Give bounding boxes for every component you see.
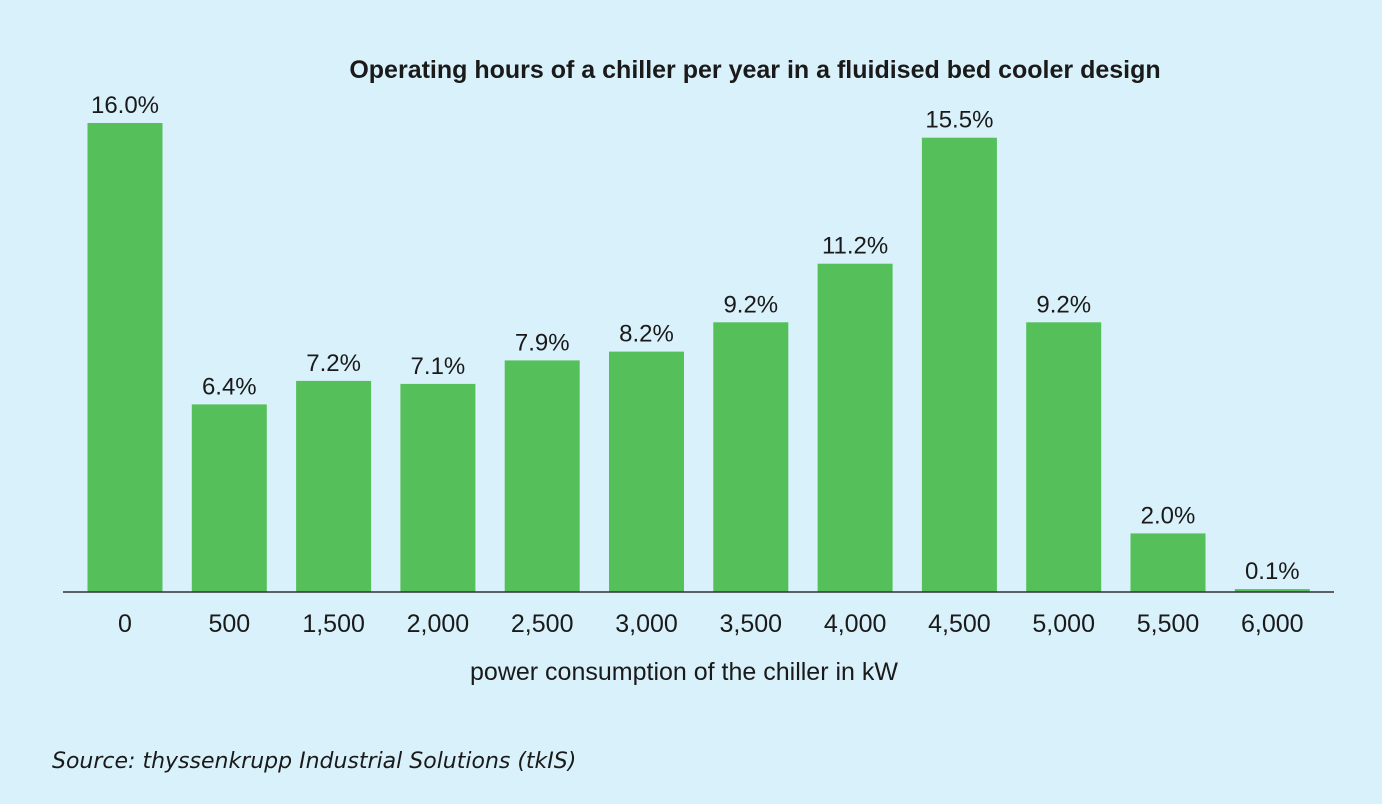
- x-tick-label-2,500: 2,500: [511, 610, 574, 638]
- x-tick-label-2,000: 2,000: [407, 610, 470, 638]
- x-axis-title: power consumption of the chiller in kW: [470, 658, 898, 686]
- bar-5,500: [1130, 533, 1206, 592]
- bar-5,000: [1026, 322, 1102, 592]
- bar-500: [191, 404, 267, 592]
- x-tick-label-1,500: 1,500: [302, 610, 365, 638]
- data-label-4,500: 15.5%: [925, 107, 993, 134]
- value-labels-group: 16.0% 6.4% 7.2% 7.1% 7.9% 8.2% 9.2% 11.2% 15.5% 9…: [91, 92, 1300, 585]
- x-tick-label-500: 500: [208, 610, 250, 638]
- data-label-5,000: 9.2%: [1036, 291, 1091, 318]
- bar-4,500: [921, 137, 997, 592]
- data-label-6,000: 0.1%: [1245, 558, 1300, 585]
- bar-2,500: [504, 360, 580, 592]
- bar-3,000: [609, 351, 684, 592]
- data-label-2,500: 7.9%: [515, 329, 570, 356]
- chart-title: Operating hours of a chiller per year in…: [349, 56, 1160, 84]
- x-tick-label-6,000: 6,000: [1241, 610, 1304, 638]
- x-tick-label-3,000: 3,000: [615, 610, 678, 638]
- data-label-4,000: 11.2%: [822, 233, 888, 260]
- source-note: Source: thyssenkrupp Industrial Solution…: [52, 749, 576, 774]
- bar-2,000: [400, 383, 476, 592]
- data-label-3,000: 8.2%: [619, 321, 674, 348]
- x-tick-labels: 0 500 1,500 2,000 2,500 3,000 3,500 4,000 4,500 5…: [118, 610, 1304, 638]
- bars-group: [87, 123, 1310, 592]
- data-label-500: 6.4%: [202, 373, 257, 400]
- x-tick-label-5,000: 5,000: [1032, 610, 1095, 638]
- x-tick-label-4,000: 4,000: [824, 610, 887, 638]
- bar-6,000: [1234, 589, 1310, 592]
- x-tick-label-4,500: 4,500: [928, 610, 991, 638]
- data-label-5,500: 2.0%: [1141, 502, 1196, 529]
- data-label-0: 16.0%: [91, 92, 159, 119]
- data-label-3,500: 9.2%: [723, 291, 778, 318]
- data-label-2,000: 7.1%: [411, 353, 466, 380]
- data-label-1,500: 7.2%: [306, 350, 361, 377]
- bar-4,000: [817, 263, 893, 592]
- bar-3,500: [713, 322, 789, 592]
- x-tick-label-5,500: 5,500: [1137, 610, 1200, 638]
- bar-0: [87, 123, 163, 592]
- x-tick-label-0: 0: [118, 610, 132, 638]
- bar-1,500: [296, 380, 372, 592]
- x-tick-label-3,500: 3,500: [720, 610, 783, 638]
